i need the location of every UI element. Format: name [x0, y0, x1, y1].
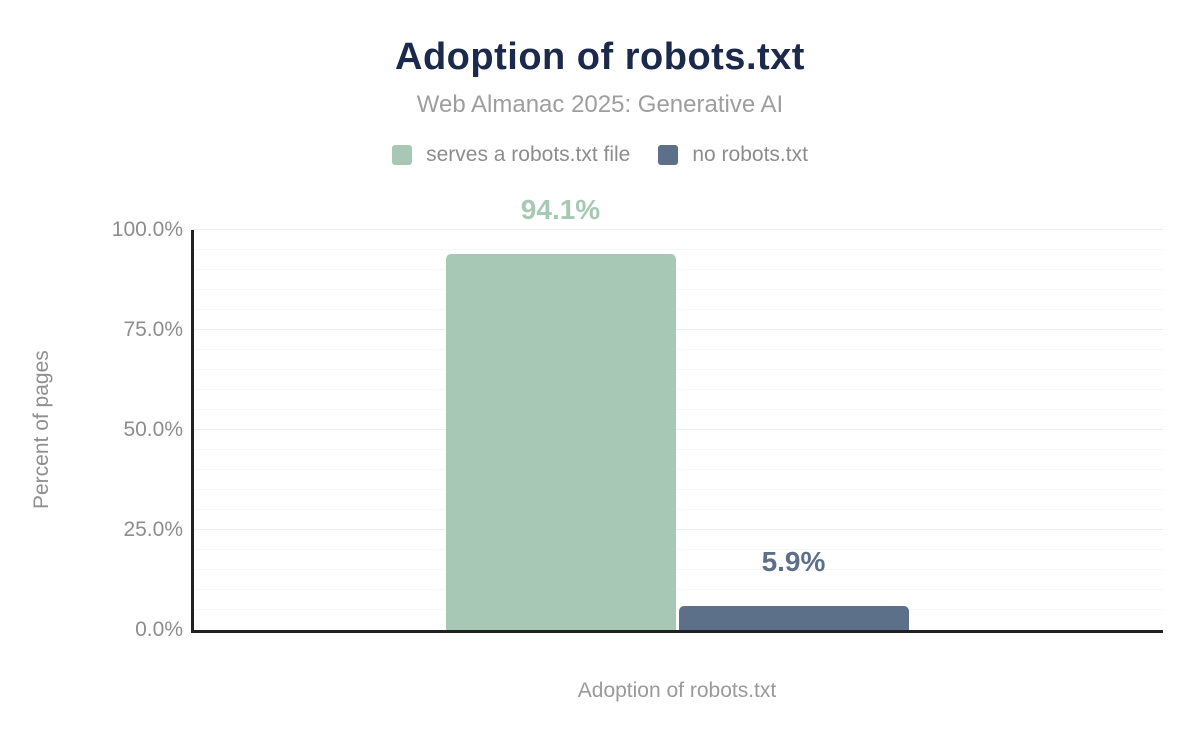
- gridline-90: [191, 269, 1163, 270]
- y-tick-50: 50.0%: [123, 418, 183, 441]
- chart-title: Adoption of robots.txt: [395, 36, 805, 78]
- gridline-75: [191, 329, 1163, 330]
- legend-swatch-no-robots-txt: [658, 145, 679, 165]
- bar-no-robots-txt: [678, 606, 909, 630]
- y-tick-0: 0.0%: [135, 618, 183, 641]
- gridline-15: [191, 569, 1163, 570]
- bar-group-serves-robots-txt: 94.1%: [445, 194, 676, 630]
- y-axis-tick-labels: 100.0% 75.0% 50.0% 25.0% 0.0%: [0, 218, 183, 641]
- y-tick-25: 25.0%: [123, 518, 183, 541]
- gridline-85: [191, 289, 1163, 290]
- gridline-55: [191, 409, 1163, 410]
- gridline-25: [191, 529, 1163, 530]
- gridline-5: [191, 609, 1163, 610]
- gridline-100: [191, 229, 1163, 230]
- legend-swatch-serves-robots-txt: [392, 145, 413, 165]
- legend-item-serves-robots-txt: serves a robots.txt file: [392, 143, 630, 167]
- gridline-95: [191, 249, 1163, 250]
- gridline-60: [191, 389, 1163, 390]
- plot-area: 94.1% 5.9%: [191, 194, 1163, 633]
- bar-group-no-robots-txt: 5.9%: [678, 230, 909, 630]
- legend-item-no-robots-txt: no robots.txt: [658, 143, 808, 167]
- bars: 94.1% 5.9%: [191, 194, 1163, 630]
- x-axis-line: [191, 630, 1163, 633]
- gridline-10: [191, 589, 1163, 590]
- bar-value-label-no-robots-txt: 5.9%: [761, 546, 826, 578]
- x-axis-label: Adoption of robots.txt: [577, 679, 777, 702]
- gridline-65: [191, 369, 1163, 370]
- gridline-30: [191, 509, 1163, 510]
- bar-serves-robots-txt: [445, 253, 676, 630]
- y-axis-line: [191, 230, 194, 633]
- legend: serves a robots.txt file no robots.txt: [0, 143, 1200, 167]
- gridline-70: [191, 349, 1163, 350]
- y-tick-75: 75.0%: [123, 318, 183, 341]
- gridline-20: [191, 549, 1163, 550]
- gridline-45: [191, 449, 1163, 450]
- legend-label-no-robots-txt: no robots.txt: [692, 143, 808, 166]
- gridline-50: [191, 429, 1163, 430]
- y-tick-100: 100.0%: [111, 218, 183, 241]
- gridline-80: [191, 309, 1163, 310]
- bar-value-label-serves-robots-txt: 94.1%: [520, 193, 601, 225]
- gridline-40: [191, 469, 1163, 470]
- chart-subtitle: Web Almanac 2025: Generative AI: [416, 91, 784, 118]
- gridline-35: [191, 489, 1163, 490]
- legend-label-serves-robots-txt: serves a robots.txt file: [426, 143, 631, 166]
